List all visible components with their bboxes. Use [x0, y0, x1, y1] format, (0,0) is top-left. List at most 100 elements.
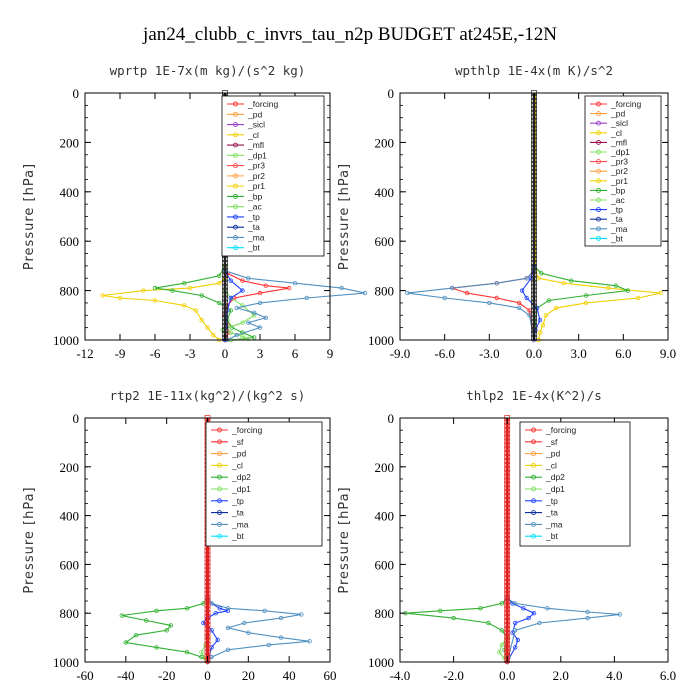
series-line	[451, 93, 535, 341]
y-tick-label: 1000	[368, 655, 394, 670]
y-tick-label: 600	[375, 234, 395, 249]
data-point	[204, 618, 211, 624]
data-point	[504, 583, 511, 589]
data-point	[193, 308, 198, 313]
data-point	[438, 608, 443, 613]
series-line	[534, 93, 661, 341]
data-point	[225, 606, 231, 611]
data-point	[515, 637, 521, 643]
legend-entry: _cl	[545, 460, 557, 470]
series-line	[405, 418, 508, 663]
data-point	[531, 117, 537, 124]
legend-marker	[531, 427, 536, 433]
data-point	[222, 264, 228, 270]
data-point	[504, 442, 511, 449]
legend-marker	[233, 214, 238, 220]
data-point	[531, 137, 537, 144]
data-point	[504, 536, 511, 542]
data-point	[504, 543, 511, 550]
data-point	[222, 283, 228, 290]
data-point	[519, 288, 525, 293]
x-tick-label: -9.0	[390, 346, 411, 361]
legend-entry: _bp	[247, 191, 262, 201]
data-point	[504, 520, 511, 527]
legend-marker	[531, 462, 536, 468]
data-point	[504, 485, 511, 492]
data-point	[451, 615, 456, 621]
data-point	[531, 188, 537, 195]
data-point	[531, 295, 537, 302]
data-point	[513, 628, 518, 633]
legend-entry: _pd	[610, 109, 625, 119]
data-point	[292, 281, 298, 286]
legend-entry: _bt	[231, 531, 244, 541]
legend-marker	[233, 111, 238, 117]
data-point	[531, 228, 537, 235]
data-point	[123, 640, 128, 645]
legend-entry: _cl	[231, 460, 243, 470]
data-point	[539, 271, 544, 276]
legend-marker	[531, 521, 536, 527]
chart-panel-4: thlp2 1E-4x(K^2)/s Pressure [hPa] -4.0 -2.0…	[337, 388, 676, 683]
legend-entry: _pr3	[247, 161, 265, 171]
data-point	[170, 288, 175, 293]
data-point	[531, 260, 537, 266]
data-point	[504, 508, 511, 515]
series-line	[102, 93, 226, 341]
data-point	[217, 606, 222, 611]
legend-marker	[531, 533, 536, 539]
data-point	[543, 313, 549, 318]
data-point	[531, 169, 537, 175]
data-point	[540, 323, 546, 328]
chart-panel-2: wpthlp 1E-4x(m K)/s^2 Pressure [hPa] -9.0 -…	[337, 63, 676, 361]
data-point	[606, 285, 611, 291]
data-point	[216, 300, 222, 306]
data-point	[516, 305, 522, 311]
legend-entry: _forcing	[545, 425, 577, 435]
data-point	[504, 489, 511, 496]
x-tick-label: -6	[150, 346, 161, 361]
data-point	[486, 620, 491, 626]
data-point	[531, 184, 537, 191]
legend-entry: _sf	[545, 437, 558, 447]
x-tick-label: -3	[185, 346, 196, 361]
legend-marker	[217, 533, 222, 539]
data-point	[199, 650, 204, 655]
data-point	[204, 629, 211, 636]
data-point	[561, 281, 566, 286]
data-point	[240, 288, 245, 293]
data-point	[531, 236, 537, 243]
legend-entry: _mfl	[247, 140, 264, 150]
data-point	[266, 642, 271, 648]
data-point	[504, 458, 511, 464]
legend-marker	[217, 462, 222, 468]
data-point	[216, 281, 222, 286]
data-point	[531, 161, 537, 167]
data-point	[531, 220, 537, 227]
x-tick-label: 3	[257, 346, 264, 361]
legend-entry: _tp	[247, 212, 260, 222]
data-point	[216, 273, 222, 278]
legend-entry: _sicl	[610, 118, 628, 128]
data-point	[531, 224, 537, 231]
data-point	[504, 497, 511, 503]
data-point	[504, 559, 511, 566]
x-tick-label: 0.0	[526, 346, 542, 361]
legend-marker	[217, 427, 222, 433]
y-tick-label: 800	[60, 284, 80, 299]
data-point	[204, 559, 211, 566]
data-point	[531, 141, 537, 148]
data-point	[251, 313, 257, 318]
legend-entry: _dp1	[231, 484, 251, 494]
data-point	[204, 606, 211, 613]
y-tick-label: 0	[73, 86, 80, 101]
data-point	[504, 461, 511, 468]
legend: _forcing_pd_sicl_cl_mfl_dp1_pr3_pr2_pr1_…	[221, 95, 325, 257]
series-line	[121, 418, 209, 663]
data-point	[531, 102, 537, 108]
data-point	[228, 295, 233, 301]
data-point	[299, 612, 304, 617]
data-point	[187, 285, 193, 291]
legend-marker	[531, 498, 536, 504]
data-point	[504, 649, 511, 656]
